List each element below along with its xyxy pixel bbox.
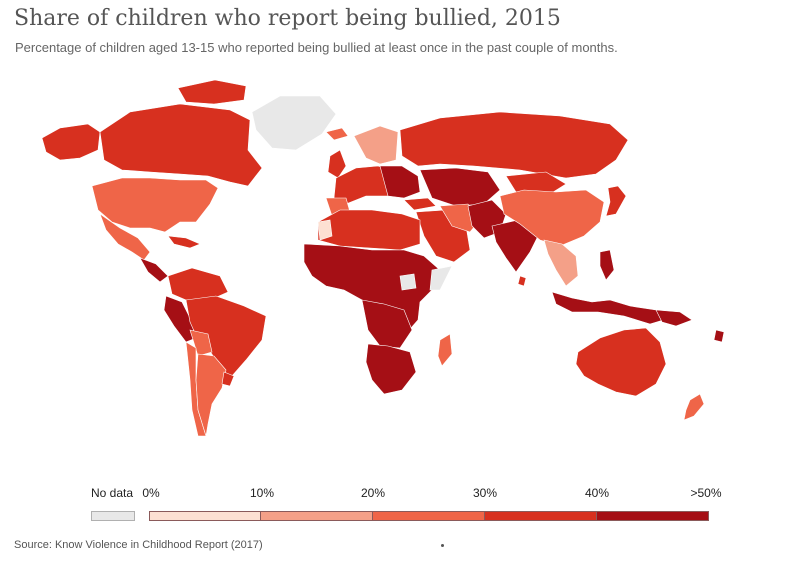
region-uk-ireland[interactable] <box>327 149 347 179</box>
legend-no-data-label: No data <box>91 486 134 500</box>
pagination-dot <box>441 544 444 547</box>
region-central-asia[interactable] <box>419 167 501 207</box>
legend-tick-40: 40% <box>584 486 610 500</box>
region-eastern-europe[interactable] <box>379 165 421 199</box>
region-canada-arctic[interactable] <box>177 79 247 105</box>
region-papua-new-guinea[interactable] <box>655 309 693 327</box>
region-angola-drc[interactable] <box>361 299 413 349</box>
region-northern-south-america[interactable] <box>167 267 229 301</box>
legend-bin-40-50[interactable] <box>597 511 709 521</box>
region-pacific-islands[interactable] <box>713 329 725 343</box>
legend-bin-30-40[interactable] <box>485 511 597 521</box>
region-peru[interactable] <box>163 295 197 343</box>
region-somalia[interactable] <box>429 265 453 291</box>
legend-tick-20: 20% <box>360 486 386 500</box>
source-note: Source: Know Violence in Childhood Repor… <box>14 539 263 551</box>
region-russia[interactable] <box>399 111 629 179</box>
region-greenland[interactable] <box>251 95 337 151</box>
region-united-states[interactable] <box>91 177 219 233</box>
legend-tick-10: 10% <box>249 486 275 500</box>
region-alaska[interactable] <box>41 123 101 161</box>
region-central-america[interactable] <box>139 257 169 283</box>
region-uruguay[interactable] <box>221 371 235 387</box>
legend-no-data-swatch[interactable] <box>91 511 135 521</box>
legend-tick-30: 30% <box>472 486 498 500</box>
legend-tick-0: 0% <box>142 486 160 500</box>
chart-title: Share of children who report being bulli… <box>14 6 561 31</box>
region-argentina[interactable] <box>195 353 227 437</box>
region-canada[interactable] <box>99 103 263 187</box>
legend-bin-0-10[interactable] <box>149 511 261 521</box>
region-caribbean[interactable] <box>167 235 201 249</box>
legend-bin-20-30[interactable] <box>373 511 485 521</box>
legend-bin-10-20[interactable] <box>261 511 373 521</box>
region-iceland[interactable] <box>325 127 349 141</box>
region-western-sahara[interactable] <box>317 219 333 241</box>
legend-tick-50: >50% <box>690 486 722 500</box>
region-sri-lanka[interactable] <box>517 275 527 287</box>
chart-subtitle: Percentage of children aged 13-15 who re… <box>15 40 618 55</box>
region-madagascar[interactable] <box>437 333 453 367</box>
region-north-africa[interactable] <box>317 209 421 251</box>
region-mongolia[interactable] <box>505 171 567 195</box>
region-indonesia[interactable] <box>551 291 671 325</box>
region-china[interactable] <box>499 189 605 247</box>
legend-color-scale <box>149 511 709 521</box>
region-southeast-asia[interactable] <box>543 239 579 287</box>
region-philippines[interactable] <box>599 249 615 281</box>
region-korea-japan[interactable] <box>605 185 627 217</box>
region-central-african-gap[interactable] <box>399 273 417 291</box>
region-turkey[interactable] <box>403 197 437 211</box>
region-southern-africa[interactable] <box>365 343 417 395</box>
region-scandinavia[interactable] <box>353 125 399 165</box>
region-new-zealand[interactable] <box>683 393 705 421</box>
region-australia[interactable] <box>575 327 667 397</box>
